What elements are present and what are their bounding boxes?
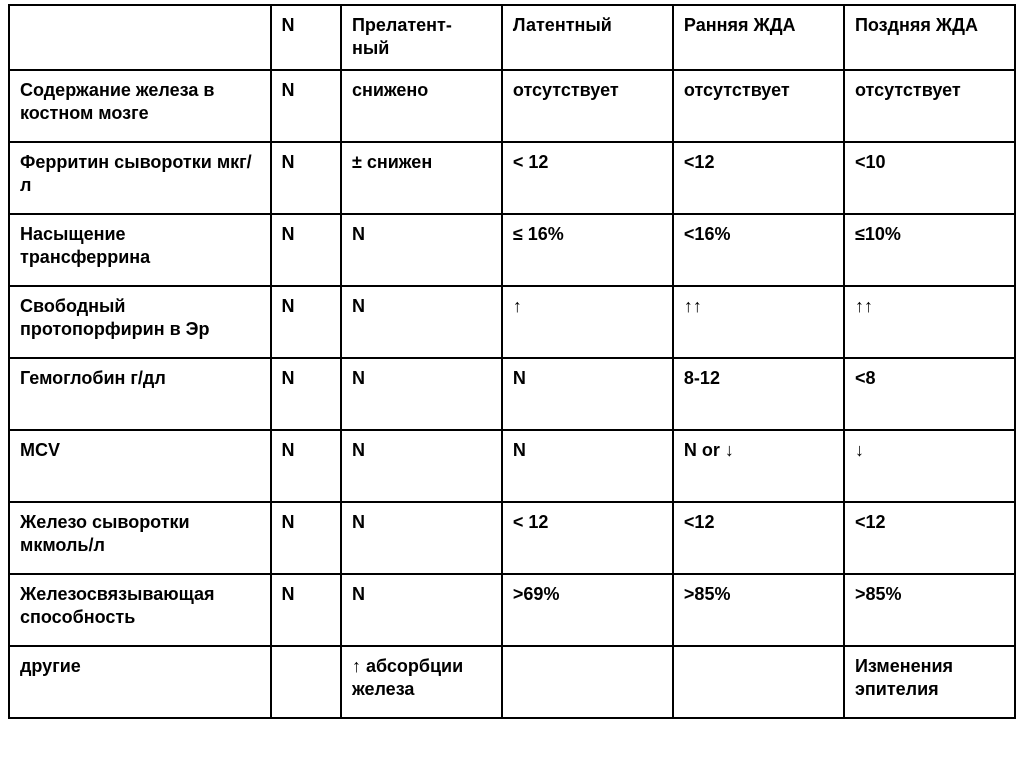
table-cell: ↑↑ <box>844 286 1015 358</box>
table-cell: Изменения эпителия <box>844 646 1015 718</box>
header-cell-early: Ранняя ЖДА <box>673 5 844 70</box>
table-row: Железосвязывающая способность N N >69% >… <box>9 574 1015 646</box>
table-cell: < 12 <box>502 502 673 574</box>
row-label: Насыщение трансферрина <box>9 214 271 286</box>
table-cell: ≤10% <box>844 214 1015 286</box>
table-cell: отсутствует <box>844 70 1015 142</box>
table-cell: N or ↓ <box>673 430 844 502</box>
header-cell-prelatent: Прелатент- ный <box>341 5 502 70</box>
table-cell: <8 <box>844 358 1015 430</box>
table-cell: <10 <box>844 142 1015 214</box>
table-row: Ферритин сыворотки мкг/л N ± снижен < 12… <box>9 142 1015 214</box>
table-cell: N <box>271 502 341 574</box>
table-cell: ≤ 16% <box>502 214 673 286</box>
table-cell: ↑ абсорбции железа <box>341 646 502 718</box>
table-cell: N <box>271 214 341 286</box>
table-row: другие ↑ абсорбции железа Изменения эпит… <box>9 646 1015 718</box>
header-cell-latent: Латентный <box>502 5 673 70</box>
table-cell <box>673 646 844 718</box>
table-cell: ± снижен <box>341 142 502 214</box>
table-cell: N <box>271 286 341 358</box>
row-label: Железосвязывающая способность <box>9 574 271 646</box>
table-cell: >85% <box>673 574 844 646</box>
table-cell: N <box>502 430 673 502</box>
table-cell: отсутствует <box>502 70 673 142</box>
table-cell: N <box>271 358 341 430</box>
table-row: MCV N N N N or ↓ ↓ <box>9 430 1015 502</box>
header-cell-n: N <box>271 5 341 70</box>
table-cell: снижено <box>341 70 502 142</box>
table-cell <box>271 646 341 718</box>
table-cell: <12 <box>844 502 1015 574</box>
table-cell: <12 <box>673 502 844 574</box>
table-row: Гемоглобин г/дл N N N 8-12 <8 <box>9 358 1015 430</box>
table-header-row: N Прелатент- ный Латентный Ранняя ЖДА По… <box>9 5 1015 70</box>
table-cell: N <box>341 430 502 502</box>
row-label: Свободный протопорфирин в Эр <box>9 286 271 358</box>
row-label: Гемоглобин г/дл <box>9 358 271 430</box>
header-cell-empty <box>9 5 271 70</box>
table-row: Железо сыворотки мкмоль/л N N < 12 <12 <… <box>9 502 1015 574</box>
table-cell: 8-12 <box>673 358 844 430</box>
row-label: другие <box>9 646 271 718</box>
table-cell: N <box>341 502 502 574</box>
table-cell: N <box>341 214 502 286</box>
table-row: Насыщение трансферрина N N ≤ 16% <16% ≤1… <box>9 214 1015 286</box>
table-cell: N <box>502 358 673 430</box>
table-row: Свободный протопорфирин в Эр N N ↑ ↑↑ ↑↑ <box>9 286 1015 358</box>
table-cell: N <box>341 358 502 430</box>
table-cell: N <box>271 430 341 502</box>
table-cell: >69% <box>502 574 673 646</box>
row-label: Содержание железа в костном мозге <box>9 70 271 142</box>
table-cell: ↑↑ <box>673 286 844 358</box>
table-cell: N <box>341 286 502 358</box>
row-label: MCV <box>9 430 271 502</box>
table-cell: ↑ <box>502 286 673 358</box>
table-cell: <16% <box>673 214 844 286</box>
table-cell: N <box>341 574 502 646</box>
table-cell: < 12 <box>502 142 673 214</box>
row-label: Ферритин сыворотки мкг/л <box>9 142 271 214</box>
table-cell: N <box>271 70 341 142</box>
table-cell: N <box>271 142 341 214</box>
table-cell: отсутствует <box>673 70 844 142</box>
table-cell: <12 <box>673 142 844 214</box>
table-cell <box>502 646 673 718</box>
table-row: Содержание железа в костном мозге N сниж… <box>9 70 1015 142</box>
header-cell-late: Поздняя ЖДА <box>844 5 1015 70</box>
row-label: Железо сыворотки мкмоль/л <box>9 502 271 574</box>
table-cell: N <box>271 574 341 646</box>
table-cell: ↓ <box>844 430 1015 502</box>
table-cell: >85% <box>844 574 1015 646</box>
iron-deficiency-stages-table: N Прелатент- ный Латентный Ранняя ЖДА По… <box>8 4 1016 719</box>
